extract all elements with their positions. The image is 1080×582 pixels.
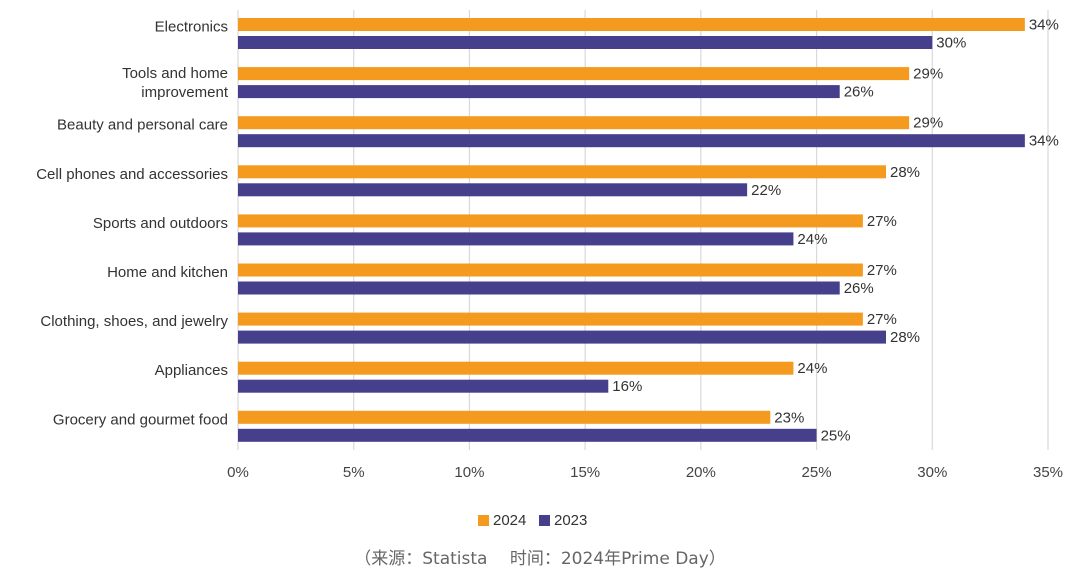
x-tick-label: 15% bbox=[570, 464, 600, 481]
category-label: Clothing, shoes, and jewelry bbox=[40, 313, 228, 330]
category-label: improvement bbox=[141, 84, 229, 101]
grid-lines bbox=[237, 10, 1049, 450]
data-label: 29% bbox=[913, 66, 943, 83]
legend-label: 2024 bbox=[493, 512, 526, 529]
x-tick-label: 10% bbox=[454, 464, 484, 481]
data-label: 28% bbox=[890, 164, 920, 181]
data-label: 27% bbox=[867, 311, 897, 328]
bar-2023 bbox=[238, 330, 886, 344]
category-label: Electronics bbox=[155, 19, 228, 36]
x-tick-label: 35% bbox=[1033, 464, 1063, 481]
x-axis-tick-labels: 0% 5% 10% 15% 20% 25% 30% 35% bbox=[227, 464, 1063, 481]
data-label: 28% bbox=[890, 329, 920, 346]
data-label: 24% bbox=[797, 360, 827, 377]
bar-2023 bbox=[238, 85, 840, 99]
bar-2024 bbox=[238, 410, 771, 424]
category-labels: Electronics Tools and home improvement Beau… bbox=[36, 19, 229, 429]
category-label: Beauty and personal care bbox=[57, 117, 228, 134]
legend-swatch bbox=[539, 515, 550, 526]
bar-2023 bbox=[238, 183, 748, 197]
bar-2023 bbox=[238, 428, 817, 442]
category-label: Cell phones and accessories bbox=[36, 166, 228, 183]
bars bbox=[238, 18, 1025, 442]
bar-2024 bbox=[238, 263, 863, 277]
category-label: Appliances bbox=[155, 362, 228, 379]
bar-2023 bbox=[238, 36, 933, 49]
x-tick-label: 5% bbox=[343, 464, 365, 481]
source-note: （来源：Statista 时间：2024年Prime Day） bbox=[354, 549, 726, 569]
x-tick-label: 25% bbox=[802, 464, 832, 481]
data-label: 30% bbox=[936, 35, 966, 52]
data-label: 23% bbox=[774, 409, 804, 426]
data-label: 34% bbox=[1029, 133, 1059, 150]
data-label: 22% bbox=[751, 182, 781, 199]
data-label: 29% bbox=[913, 115, 943, 132]
category-label: Grocery and gourmet food bbox=[53, 411, 228, 428]
data-label: 34% bbox=[1029, 17, 1059, 34]
bar-2024 bbox=[238, 116, 910, 130]
x-tick-label: 30% bbox=[917, 464, 947, 481]
value-labels: 34%30%29%26%29%34%28%22%27%24%27%26%27%2… bbox=[612, 17, 1059, 445]
data-label: 26% bbox=[844, 84, 874, 101]
data-label: 27% bbox=[867, 262, 897, 279]
legend-swatch bbox=[478, 515, 489, 526]
data-label: 27% bbox=[867, 213, 897, 230]
bar-2024 bbox=[238, 165, 886, 179]
bar-2023 bbox=[238, 134, 1025, 148]
bar-2024 bbox=[238, 361, 794, 375]
bar-2023 bbox=[238, 232, 794, 246]
bar-2024 bbox=[238, 67, 910, 81]
category-label: Sports and outdoors bbox=[93, 215, 228, 232]
data-label: 24% bbox=[797, 231, 827, 248]
x-tick-label: 20% bbox=[686, 464, 716, 481]
x-tick-label: 0% bbox=[227, 464, 249, 481]
bar-2023 bbox=[238, 281, 840, 295]
data-label: 26% bbox=[844, 280, 874, 297]
bar-2023 bbox=[238, 379, 609, 393]
data-label: 16% bbox=[612, 378, 642, 395]
legend: 2024 2023 bbox=[478, 512, 587, 529]
category-label: Tools and home bbox=[122, 65, 228, 82]
bar-2024 bbox=[238, 312, 863, 326]
bar-2024 bbox=[238, 18, 1025, 31]
bar-2024 bbox=[238, 214, 863, 228]
data-label: 25% bbox=[821, 427, 851, 444]
category-label: Home and kitchen bbox=[107, 264, 228, 281]
legend-label: 2023 bbox=[554, 512, 587, 529]
